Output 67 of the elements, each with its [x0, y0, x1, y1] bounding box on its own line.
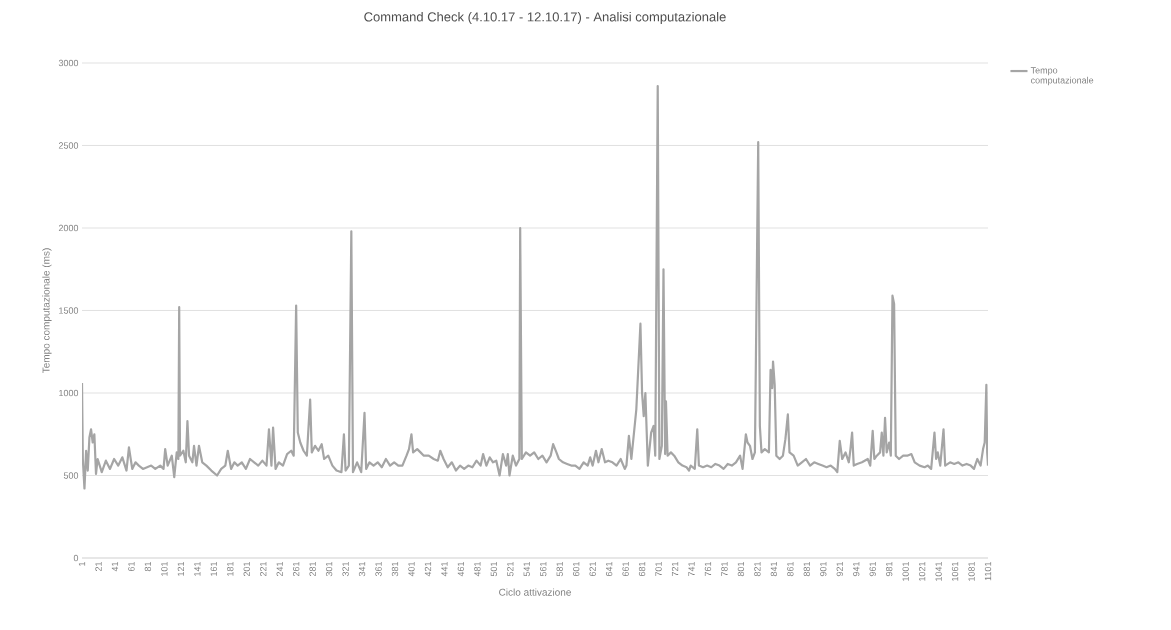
x-tick-label: 301: [325, 561, 333, 577]
x-tick-label: 541: [523, 561, 530, 577]
x-tick-label: 421: [424, 561, 432, 577]
x-tick-label: 221: [260, 561, 267, 577]
x-tick-label: 581: [556, 561, 563, 577]
x-tick-label: 141: [194, 561, 201, 576]
x-tick-label: 361: [375, 561, 382, 577]
x-tick-label: 1: [78, 561, 86, 566]
x-tick-label: 741: [688, 561, 695, 577]
x-tick-label: 1061: [951, 561, 959, 581]
x-tick-label: 241: [276, 561, 283, 577]
x-tick-label: 761: [704, 561, 712, 577]
x-tick-label: 941: [853, 561, 860, 577]
x-tick-label: 881: [803, 561, 810, 577]
x-tick-label: 21: [95, 561, 102, 572]
y-tick-label: 0: [73, 554, 79, 562]
x-tick-label: 41: [111, 561, 119, 572]
x-tick-label: 721: [671, 561, 679, 577]
y-tick-label: 1500: [59, 307, 79, 314]
x-tick-label: 381: [391, 561, 399, 577]
x-tick-label: 561: [540, 561, 547, 577]
x-tick-label: 801: [737, 561, 745, 577]
x-tick-label: 501: [490, 561, 498, 577]
x-tick-label: 661: [622, 561, 629, 577]
x-tick-label: 961: [869, 561, 876, 577]
x-tick-label: 921: [836, 561, 843, 577]
x-tick-label: 981: [885, 561, 893, 577]
x-tick-label: 341: [358, 561, 366, 577]
x-tick-label: 61: [128, 561, 135, 572]
y-axis-title: Tempo computazionale (ms): [42, 248, 52, 374]
x-tick-label: 1041: [935, 561, 942, 581]
x-tick-label: 281: [309, 561, 316, 577]
x-tick-label: 1021: [918, 561, 926, 581]
y-tick-label: 500: [63, 472, 79, 479]
y-tick-label: 2500: [58, 142, 79, 149]
x-tick-label: 461: [457, 561, 465, 577]
x-tick-label: 181: [227, 561, 234, 576]
x-tick-label: 441: [441, 561, 448, 577]
x-tick-label: 1101: [984, 561, 992, 581]
x-tick-label: 521: [507, 561, 514, 577]
x-tick-label: 401: [408, 561, 415, 577]
x-tick-label: 781: [721, 561, 728, 577]
x-tick-label: 1001: [902, 561, 909, 581]
x-tick-label: 201: [243, 561, 250, 577]
x-tick-label: 681: [638, 561, 646, 577]
x-tick-label: 101: [161, 561, 168, 576]
y-tick-label: 1000: [59, 389, 79, 397]
x-tick-label: 641: [605, 561, 613, 577]
y-tick-label: 3000: [58, 59, 79, 67]
legend-label: Tempo computazionale: [1030, 67, 1094, 86]
x-tick-label: 901: [820, 561, 827, 577]
x-tick-label: 481: [474, 561, 481, 577]
x-tick-label: 861: [787, 561, 794, 577]
x-tick-label: 1081: [968, 561, 975, 581]
x-tick-label: 821: [754, 561, 761, 577]
x-axis-title: Ciclo attivazione: [499, 588, 571, 596]
x-tick-label: 261: [292, 561, 300, 577]
x-tick-label: 161: [210, 561, 217, 576]
x-tick-label: 81: [144, 561, 152, 572]
x-tick-label: 841: [770, 561, 778, 577]
x-tick-label: 601: [572, 561, 580, 577]
x-tick-label: 321: [342, 561, 349, 577]
y-tick-label: 2000: [58, 224, 79, 232]
chart-title: Command Check (4.10.17 - 12.10.17) - Analisi computazionale: [364, 11, 726, 25]
x-tick-label: 621: [589, 561, 596, 577]
x-tick-label: 701: [655, 561, 662, 577]
x-tick-label: 121: [177, 561, 184, 576]
